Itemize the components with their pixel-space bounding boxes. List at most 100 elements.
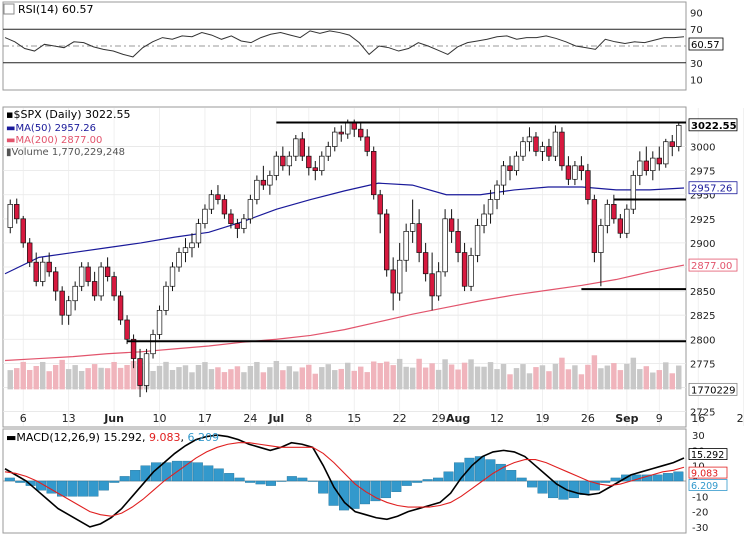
date-tick-label: Sep: [615, 412, 638, 425]
volume-bar: [494, 369, 500, 390]
candle-body: [650, 157, 656, 171]
macd-histogram-bar: [57, 480, 68, 497]
volume-bar: [396, 358, 403, 390]
candle-body: [325, 146, 331, 157]
volume-bar: [565, 369, 572, 390]
candle-body: [637, 160, 643, 176]
macd-histogram-bar: [265, 480, 276, 486]
macd-histogram-bar: [88, 480, 99, 497]
price-tick-label: 2950: [690, 191, 715, 202]
date-tick-label: Jun: [103, 412, 124, 425]
volume-bar: [267, 367, 273, 390]
candle-body: [663, 141, 669, 165]
macd-histogram-bar: [527, 480, 538, 488]
volume-bar: [247, 365, 254, 390]
candle-body: [280, 155, 286, 167]
macd-histogram-bar: [318, 480, 329, 494]
price-badge-label: 3022.55: [691, 121, 737, 132]
macd-histogram-bar: [422, 479, 433, 482]
candle-body: [468, 255, 474, 287]
date-tick-label: 26: [581, 412, 595, 425]
candle-body: [442, 218, 448, 273]
macd-histogram-bar: [453, 462, 464, 482]
volume-bar: [273, 360, 280, 390]
volume-bar: [182, 365, 189, 390]
candle-body: [585, 170, 591, 200]
volume-bar: [429, 363, 435, 390]
volume-bar: [526, 373, 533, 390]
date-axis: 613Jun101724Jul8152229Aug121926Sep91623O…: [20, 412, 744, 425]
volume-bar: [221, 372, 228, 390]
macd-histogram-bar: [36, 480, 47, 491]
rsi-series: [4, 30, 685, 58]
volume-bar: [163, 361, 169, 390]
volume-bar: [481, 366, 487, 390]
volume-bar: [91, 364, 98, 390]
volume-bar: [325, 364, 331, 390]
volume-bar: [59, 359, 65, 390]
volume-bar: [416, 358, 422, 390]
macd-histogram-bar: [412, 480, 423, 483]
macd-histogram-bar: [506, 470, 517, 482]
candle-body: [487, 199, 494, 215]
candle-body: [461, 252, 468, 287]
support-resistance-lines: [127, 121, 686, 343]
candle-body: [358, 128, 364, 138]
histogram-value: 6.209: [187, 431, 219, 444]
volume-bar: [124, 364, 130, 390]
candle-body: [208, 194, 215, 210]
date-tick-label: Jul: [267, 412, 284, 425]
candle-body: [643, 160, 649, 171]
macd-histogram-bar: [140, 465, 151, 482]
volume-bar: [306, 364, 312, 390]
candle-body: [481, 213, 487, 226]
price-tick-label: 2825: [690, 311, 715, 322]
candle-body: [507, 165, 513, 171]
macd-tick-label: 30: [692, 431, 705, 442]
volume-bar: [650, 372, 656, 390]
candle-body: [656, 157, 662, 165]
candle-body: [364, 136, 370, 152]
volume-bar: [390, 365, 396, 390]
macd-histogram-bar: [652, 474, 663, 482]
macd-histogram-bar: [109, 480, 120, 483]
macd-histogram-bar: [328, 480, 339, 506]
rsi-panel: 1030507090 RSI(14) 60.57 60.57: [2, 1, 724, 91]
candle-body: [143, 353, 150, 386]
macd-histogram-bar: [182, 460, 193, 482]
volume-bar: [539, 365, 546, 390]
macd-histogram: [4, 456, 684, 511]
macd-histogram-bar: [589, 480, 600, 491]
volume-bar: [169, 369, 176, 390]
macd-histogram-bar: [67, 480, 78, 497]
volume-bar: [351, 370, 357, 390]
volume-bar: [552, 363, 559, 390]
ma200-legend: ▬MA(200) 2877.00: [6, 135, 102, 146]
volume-bar: [624, 363, 630, 390]
volume-bar: [312, 373, 319, 390]
macd-histogram-bar: [610, 477, 621, 482]
volume-bar: [260, 372, 267, 390]
macd-histogram-bar: [662, 473, 673, 482]
candlesticks: [7, 119, 682, 398]
macd-histogram-bar: [77, 480, 88, 497]
volume-bar: [20, 361, 26, 390]
price-panel: 2725275027752800282528502875290029252950…: [2, 106, 744, 428]
candle-body: [448, 218, 455, 232]
candle-body: [286, 155, 293, 167]
candle-body: [78, 266, 85, 287]
candle-body: [565, 165, 572, 180]
volume-bar: [130, 360, 137, 390]
candle-body: [85, 266, 91, 282]
macd-badge-label: 6.209: [691, 481, 718, 492]
macd-histogram-bar: [359, 480, 370, 505]
rsi-badge-box: [688, 37, 724, 51]
volume-bar: [280, 370, 286, 390]
macd-histogram-bar: [579, 480, 590, 495]
macd-histogram-bar: [119, 476, 130, 482]
signal-line: [4, 442, 685, 517]
rsi-tick-label: 90: [690, 8, 703, 19]
price-badge-label: 2877.00: [691, 261, 732, 272]
